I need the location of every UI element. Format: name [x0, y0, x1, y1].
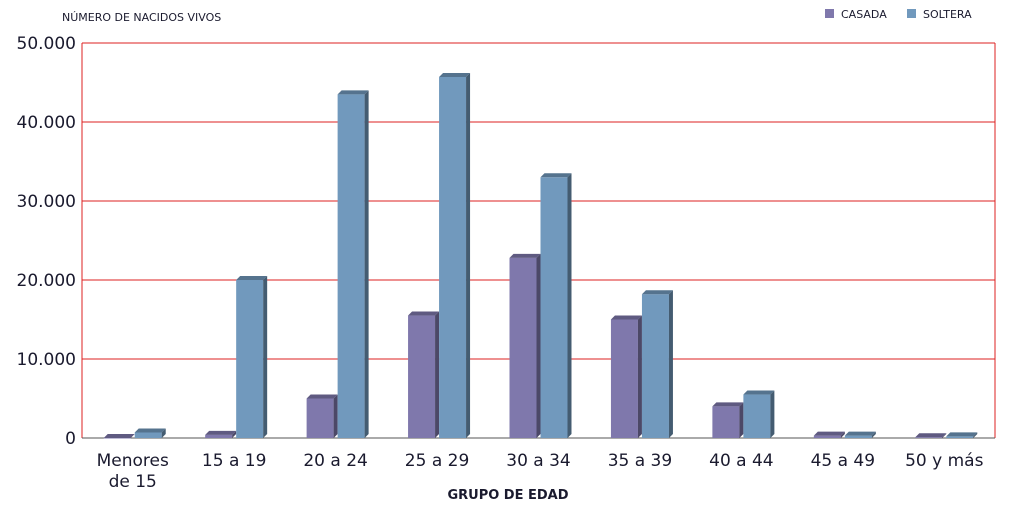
bar-front [712, 406, 740, 438]
x-axis-ticks: Menores de 15 15 a 19 20 a 24 25 a 29 30 a 34… [97, 451, 984, 492]
x-tick-label: 25 a 29 [405, 451, 470, 471]
x-tick-label: 20 a 24 [303, 451, 368, 471]
bars [103, 72, 978, 439]
x-tick-label: 40 a 44 [709, 451, 774, 471]
bar-side [739, 402, 744, 438]
bar-top [813, 431, 845, 436]
bar-front [946, 436, 974, 438]
y-tick-label: 0 [65, 429, 76, 449]
bar-top [712, 402, 744, 407]
bar-top [540, 173, 572, 178]
bar-top [610, 315, 642, 320]
bar-top [236, 276, 268, 280]
bar-front [610, 319, 638, 438]
legend: CASADA SOLTERA [825, 8, 972, 21]
bar-front [813, 435, 841, 438]
x-axis-label: GRUPO DE EDAD [447, 488, 568, 503]
bar-front [134, 432, 162, 438]
bar-side [232, 430, 237, 438]
bar-top [103, 434, 135, 438]
bar-top [134, 428, 166, 433]
bar-casada-0 [103, 434, 135, 439]
bar-casada-6 [712, 402, 744, 438]
bar-side [263, 276, 268, 438]
bar-front [743, 394, 771, 438]
bar-side [871, 431, 876, 438]
bar-side [536, 253, 541, 438]
bar-top [844, 431, 876, 436]
bar-front [408, 315, 436, 438]
bar-soltera-4 [540, 173, 572, 439]
x-tick-label: 30 a 34 [506, 451, 571, 471]
y-tick-label: 20.000 [17, 271, 76, 291]
bar-casada-4 [509, 253, 541, 438]
legend-swatch-soltera [907, 9, 916, 18]
bar-side [840, 431, 845, 438]
bar-front [205, 434, 233, 438]
bar-soltera-3 [439, 72, 471, 438]
bar-front [337, 94, 365, 438]
bar-front [103, 438, 131, 439]
bar-side [435, 311, 440, 438]
bar-casada-7 [813, 431, 845, 438]
bar-soltera-1 [236, 276, 268, 438]
bar-top [205, 430, 237, 435]
legend-label-soltera: SOLTERA [923, 8, 972, 21]
bar-soltera-0 [134, 428, 166, 438]
bar-casada-5 [610, 315, 642, 438]
bar-side [333, 394, 338, 438]
bar-side [161, 428, 166, 438]
bar-soltera-7 [844, 431, 876, 438]
bar-soltera-8 [946, 432, 978, 438]
legend-label-casada: CASADA [841, 8, 887, 21]
bar-side [770, 390, 775, 438]
bar-top [408, 311, 440, 316]
bar-top [337, 90, 369, 95]
bar-front [439, 76, 467, 438]
x-tick-label: 50 y más [905, 451, 983, 471]
y-axis-label: NÚMERO DE NACIDOS VIVOS [62, 11, 221, 24]
bar-side [942, 433, 947, 438]
x-tick-label: 35 a 39 [608, 451, 673, 471]
x-tick-label: 15 a 19 [202, 451, 267, 471]
bar-top [509, 253, 541, 258]
y-tick-label: 30.000 [17, 192, 76, 212]
bar-soltera-6 [743, 390, 775, 438]
legend-swatch-casada [825, 9, 834, 18]
bar-top [306, 394, 338, 399]
x-tick-label: Menores de 15 [97, 451, 169, 492]
grid [81, 42, 996, 439]
bar-front [306, 398, 334, 438]
bar-front [509, 257, 537, 438]
bar-front [236, 280, 264, 438]
x-tick-label: 45 a 49 [811, 451, 876, 471]
bar-side [466, 72, 471, 438]
y-tick-label: 10.000 [17, 350, 76, 370]
bar-front [641, 294, 669, 438]
bar-front [540, 177, 568, 439]
bar-casada-8 [915, 433, 947, 438]
y-tick-label: 40.000 [17, 113, 76, 133]
bar-casada-3 [408, 311, 440, 438]
y-tick-label: 50.000 [17, 34, 76, 54]
bar-side [364, 90, 369, 438]
bar-side [637, 315, 642, 438]
bar-side [567, 173, 572, 439]
y-axis-ticks: 0 10.000 20.000 30.000 40.000 50.000 [17, 34, 76, 449]
bar-casada-1 [205, 430, 237, 438]
bar-top [439, 72, 471, 77]
bar-side [668, 290, 673, 438]
bar-front [844, 435, 872, 438]
bar-top [915, 433, 947, 438]
bar-top [743, 390, 775, 395]
bar-front [915, 437, 943, 438]
bar-soltera-2 [337, 90, 369, 438]
bar-soltera-5 [641, 290, 673, 438]
bar-casada-2 [306, 394, 338, 438]
bar-side [973, 432, 978, 438]
bar-top [946, 432, 978, 437]
bar-top [641, 290, 673, 295]
